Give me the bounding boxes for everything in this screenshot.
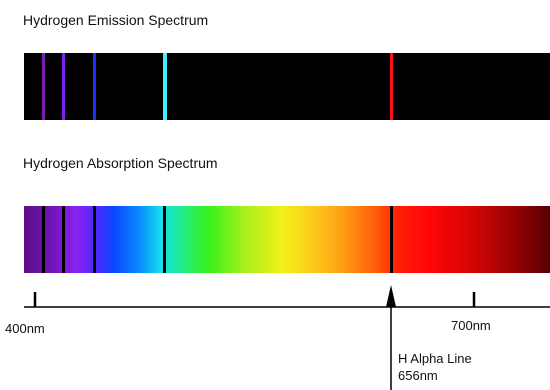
emission-line-blue <box>93 53 96 120</box>
absorption-line-3 <box>93 206 96 273</box>
absorption-line-1 <box>42 206 45 273</box>
emission-line-cyan <box>163 53 167 120</box>
absorption-line-2 <box>62 206 65 273</box>
h-alpha-arrowhead <box>386 285 396 307</box>
h-alpha-label-name: H Alpha Line <box>398 351 472 366</box>
scale-label-400: 400nm <box>5 321 45 336</box>
emission-spectrum-band <box>24 53 550 120</box>
absorption-line-5 <box>390 206 393 273</box>
emission-line-violet-2 <box>62 53 65 120</box>
emission-spectrum-title: Hydrogen Emission Spectrum <box>23 12 209 28</box>
scale-label-700: 700nm <box>451 318 491 333</box>
h-alpha-label-value: 656nm <box>398 368 438 383</box>
absorption-line-4 <box>163 206 166 273</box>
emission-line-red <box>390 53 393 120</box>
absorption-spectrum-title: Hydrogen Absorption Spectrum <box>23 155 218 171</box>
absorption-spectrum-band <box>24 206 550 273</box>
emission-line-violet-1 <box>42 53 45 120</box>
h-alpha-label: H Alpha Line 656nm <box>398 350 472 384</box>
